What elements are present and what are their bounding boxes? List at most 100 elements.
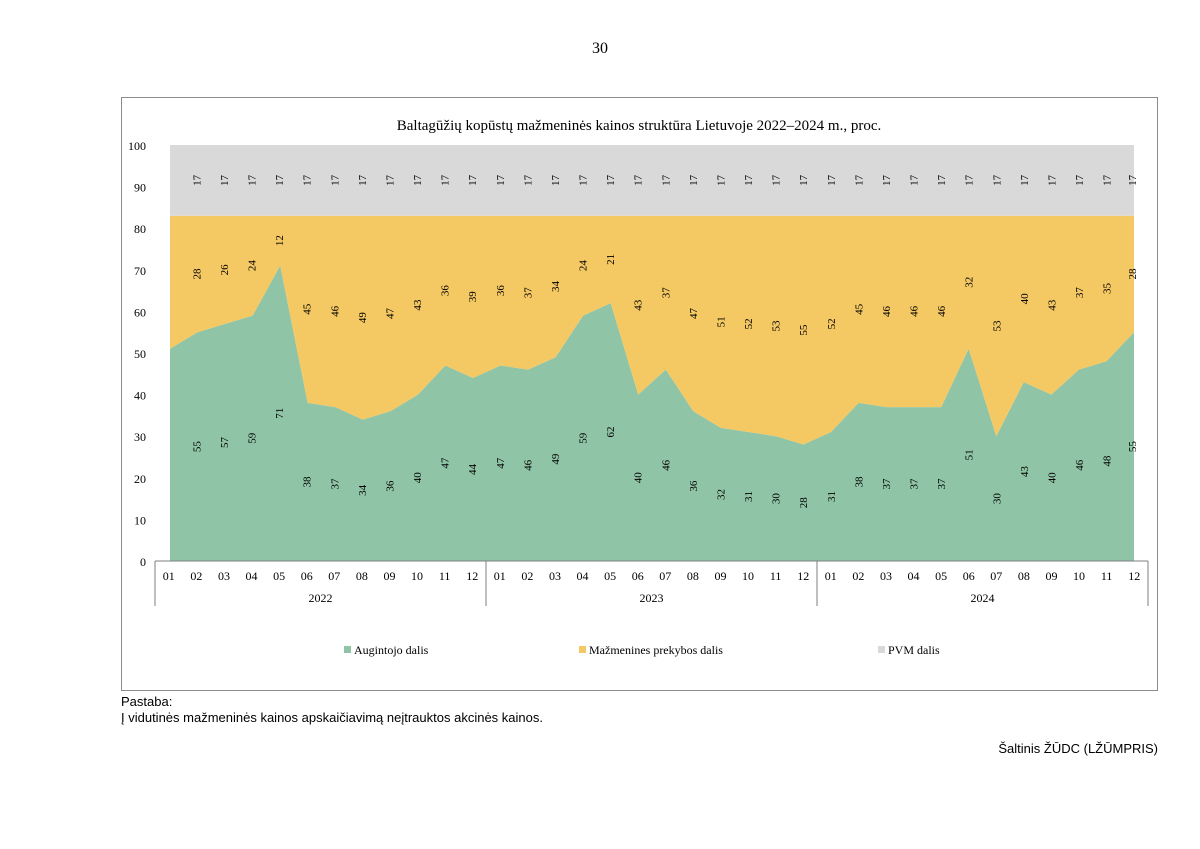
label-grower: 37 bbox=[881, 478, 893, 490]
x-tick-month: 10 bbox=[742, 569, 754, 583]
label-grower: 62 bbox=[605, 426, 617, 437]
label-vat: 17 bbox=[1127, 174, 1139, 186]
label-grower: 31 bbox=[743, 491, 755, 502]
x-tick-month: 09 bbox=[714, 569, 726, 583]
label-retail: 53 bbox=[991, 320, 1003, 332]
label-vat: 17 bbox=[1046, 174, 1058, 186]
x-tick-month: 03 bbox=[218, 569, 230, 583]
label-retail: 24 bbox=[578, 260, 590, 272]
x-tick-month: 01 bbox=[494, 569, 506, 583]
x-tick-month: 02 bbox=[852, 569, 864, 583]
label-vat: 17 bbox=[550, 174, 562, 186]
label-vat: 17 bbox=[191, 174, 203, 186]
x-tick-month: 12 bbox=[1128, 569, 1140, 583]
label-grower: 38 bbox=[302, 476, 314, 488]
chart-svg: Baltagūžių kopūstų mažmeninės kainos str… bbox=[128, 118, 1149, 657]
label-vat: 17 bbox=[715, 174, 727, 186]
label-vat: 17 bbox=[1019, 174, 1031, 186]
label-vat: 17 bbox=[826, 174, 838, 186]
y-tick-label: 30 bbox=[134, 430, 146, 444]
label-grower: 47 bbox=[440, 457, 452, 469]
legend-label: Augintojo dalis bbox=[354, 643, 429, 657]
label-vat: 17 bbox=[577, 174, 589, 186]
label-vat: 17 bbox=[302, 174, 314, 186]
label-retail: 32 bbox=[964, 277, 976, 288]
label-grower: 48 bbox=[1102, 455, 1114, 467]
label-vat: 17 bbox=[881, 174, 893, 186]
label-grower: 44 bbox=[467, 463, 479, 475]
chart-title: Baltagūžių kopūstų mažmeninės kainos str… bbox=[397, 118, 882, 134]
label-grower: 30 bbox=[991, 493, 1003, 505]
label-retail: 37 bbox=[522, 287, 534, 299]
label-vat: 17 bbox=[219, 174, 231, 186]
label-retail: 49 bbox=[357, 312, 369, 324]
label-retail: 35 bbox=[1102, 282, 1114, 294]
x-tick-month: 06 bbox=[963, 569, 975, 583]
y-tick-label: 60 bbox=[134, 305, 146, 319]
x-tick-month: 10 bbox=[411, 569, 423, 583]
label-vat: 17 bbox=[1102, 174, 1114, 186]
x-tick-year: 2023 bbox=[640, 591, 664, 605]
y-tick-label: 20 bbox=[134, 472, 146, 486]
x-tick-month: 12 bbox=[466, 569, 478, 583]
label-grower: 40 bbox=[1047, 472, 1059, 484]
label-vat: 17 bbox=[467, 174, 479, 186]
label-vat: 17 bbox=[771, 174, 783, 186]
y-tick-label: 70 bbox=[134, 264, 146, 278]
x-tick-month: 08 bbox=[1018, 569, 1030, 583]
label-grower: 51 bbox=[964, 449, 976, 460]
label-retail: 21 bbox=[605, 254, 617, 265]
label-retail: 47 bbox=[384, 308, 396, 320]
label-retail: 47 bbox=[688, 308, 700, 320]
source-text: Šaltinis ŽŪDC (LŽŪMPRIS) bbox=[998, 741, 1158, 756]
x-tick-month: 08 bbox=[356, 569, 368, 583]
y-tick-label: 80 bbox=[134, 222, 146, 236]
y-tick-label: 90 bbox=[134, 181, 146, 195]
x-tick-month: 01 bbox=[163, 569, 175, 583]
x-tick-month: 02 bbox=[190, 569, 202, 583]
x-tick-month: 05 bbox=[935, 569, 947, 583]
label-grower: 30 bbox=[771, 493, 783, 505]
x-tick-month: 08 bbox=[687, 569, 699, 583]
label-retail: 24 bbox=[247, 260, 259, 272]
note-title: Pastaba: bbox=[121, 694, 173, 709]
label-vat: 17 bbox=[688, 174, 700, 186]
label-vat: 17 bbox=[274, 174, 286, 186]
label-grower: 32 bbox=[716, 489, 728, 500]
label-grower: 36 bbox=[688, 480, 700, 492]
x-tick-month: 07 bbox=[328, 569, 340, 583]
label-vat: 17 bbox=[743, 174, 755, 186]
label-vat: 17 bbox=[495, 174, 507, 186]
label-vat: 17 bbox=[522, 174, 534, 186]
label-retail: 26 bbox=[219, 264, 231, 276]
x-tick-year: 2024 bbox=[971, 591, 995, 605]
label-retail: 55 bbox=[798, 324, 810, 336]
note: Pastaba: Į vidutinės mažmeninės kainos a… bbox=[121, 694, 543, 726]
label-grower: 31 bbox=[826, 491, 838, 502]
label-vat: 17 bbox=[964, 174, 976, 186]
chart-frame: Baltagūžių kopūstų mažmeninės kainos str… bbox=[121, 97, 1158, 691]
label-vat: 17 bbox=[246, 174, 258, 186]
label-grower: 55 bbox=[1127, 441, 1139, 453]
x-tick-month: 12 bbox=[797, 569, 809, 583]
label-vat: 17 bbox=[412, 174, 424, 186]
label-retail: 52 bbox=[826, 318, 838, 329]
label-vat: 17 bbox=[440, 174, 452, 186]
label-retail: 39 bbox=[467, 291, 479, 303]
label-vat: 17 bbox=[798, 174, 810, 186]
legend-swatch bbox=[878, 646, 885, 653]
label-grower: 47 bbox=[495, 457, 507, 469]
label-grower: 49 bbox=[550, 453, 562, 465]
label-grower: 59 bbox=[246, 432, 258, 444]
x-tick-month: 01 bbox=[825, 569, 837, 583]
x-tick-month: 02 bbox=[521, 569, 533, 583]
label-retail: 28 bbox=[191, 268, 203, 280]
label-vat: 17 bbox=[936, 174, 948, 186]
area-vat bbox=[170, 145, 1134, 216]
label-grower: 71 bbox=[274, 408, 286, 419]
label-vat: 17 bbox=[633, 174, 645, 186]
y-tick-label: 50 bbox=[134, 347, 146, 361]
label-retail: 37 bbox=[660, 287, 672, 299]
label-vat: 17 bbox=[991, 174, 1003, 186]
area-retail bbox=[170, 215, 1134, 445]
